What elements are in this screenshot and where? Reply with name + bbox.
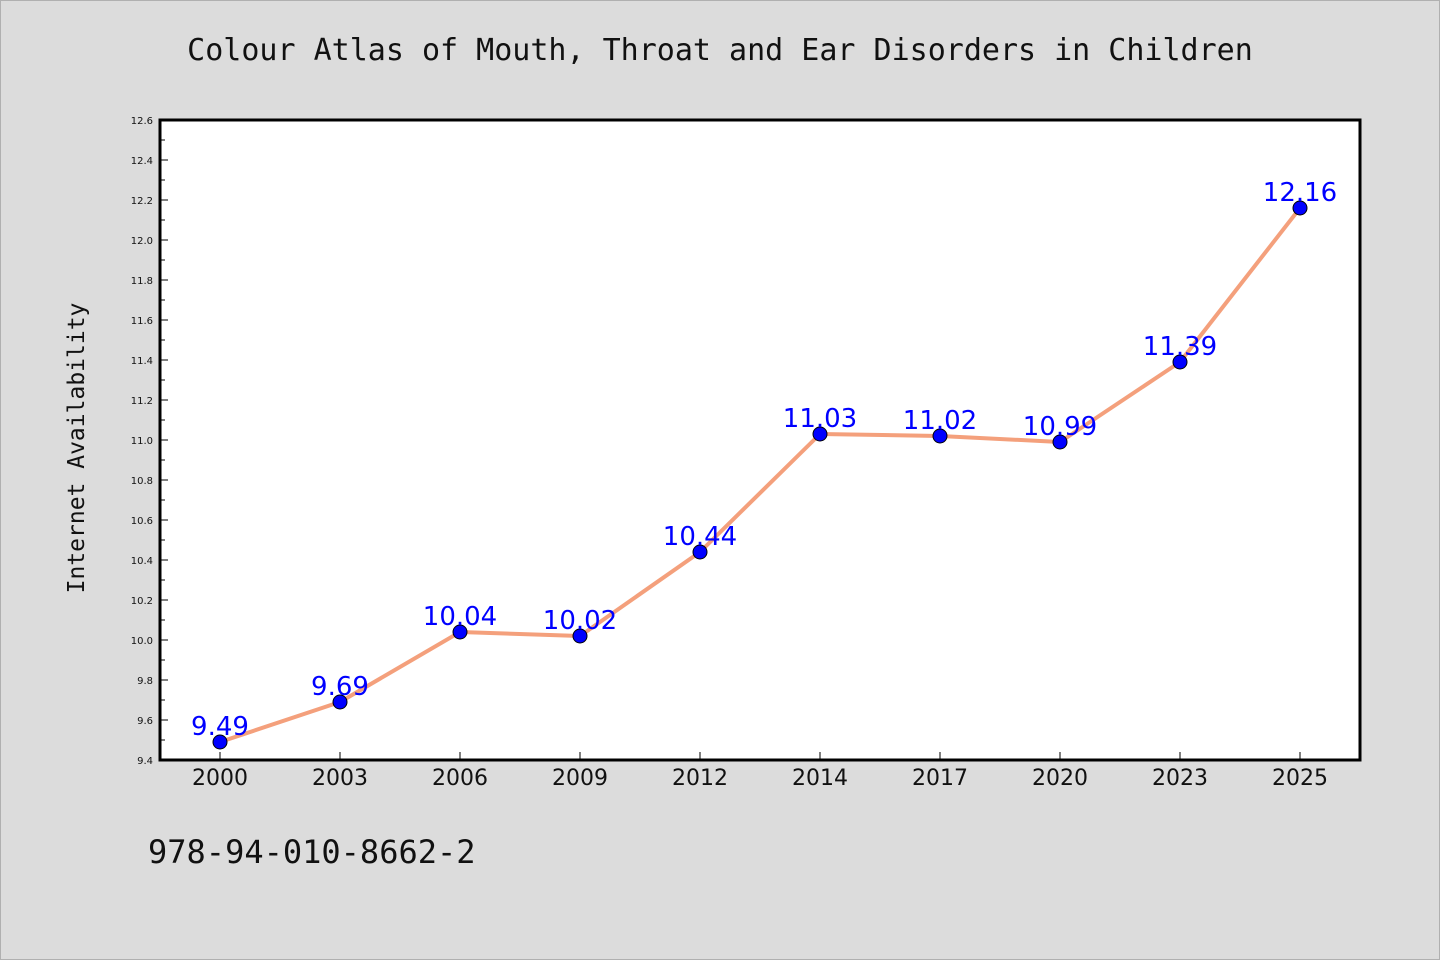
y-tick-label: 10.8 [131, 476, 153, 487]
footer-isbn: 978-94-010-8662-2 [148, 833, 476, 871]
data-point [1172, 354, 1188, 370]
data-point [572, 628, 588, 644]
data-label: 9.49 [191, 712, 249, 742]
data-points [212, 200, 1308, 750]
y-tick-label: 10.2 [131, 596, 153, 607]
data-label: 10.99 [1023, 412, 1097, 442]
y-tick-label: 10.0 [131, 636, 153, 647]
series-line [218, 206, 1302, 744]
data-point [452, 624, 468, 640]
x-tick-label: 2006 [432, 766, 488, 791]
x-tick-label: 2012 [672, 766, 728, 791]
y-tick-label: 12.4 [131, 156, 153, 167]
data-label: 10.04 [423, 602, 497, 632]
data-label: 11.03 [783, 404, 857, 434]
x-tick-label: 2014 [792, 766, 848, 791]
y-axis-label: Internet Availability [64, 303, 90, 594]
y-tick-label: 12.6 [131, 116, 153, 127]
y-tick-label: 10.6 [131, 516, 153, 527]
x-tick-label: 2009 [552, 766, 608, 791]
data-point [332, 694, 348, 710]
y-tick-label: 11.2 [131, 396, 153, 407]
data-label: 9.69 [311, 672, 369, 702]
y-tick-label: 11.4 [131, 356, 153, 367]
y-tick-label: 12.2 [131, 196, 153, 207]
y-tick-label: 12.0 [131, 236, 153, 247]
y-tick-label: 11.6 [131, 316, 153, 327]
data-point [692, 544, 708, 560]
data-point [932, 428, 948, 444]
y-tick-label: 11.0 [131, 436, 153, 447]
data-label: 12.16 [1263, 178, 1337, 208]
data-label: 11.02 [903, 406, 977, 436]
x-tick-label: 2017 [912, 766, 968, 791]
y-axis: 9.4 9.6 9.8 10.0 10.2 10.4 10.6 10.8 11.0 11.2 11.… [131, 116, 168, 767]
y-tick-label: 9.4 [137, 756, 153, 767]
data-point [1292, 200, 1308, 216]
data-label: 10.44 [663, 522, 737, 552]
y-tick-label: 10.4 [131, 556, 153, 567]
data-label: 10.02 [543, 606, 617, 636]
y-tick-label: 9.8 [137, 676, 153, 687]
x-tick-label: 2020 [1032, 766, 1088, 791]
data-labels: 9.49 9.69 10.04 10.02 10.44 11.03 11.02 10.99 11… [191, 178, 1337, 742]
y-tick-label: 11.8 [131, 276, 153, 287]
data-point [1052, 434, 1068, 450]
x-axis: 2000 2003 2006 2009 2012 2014 2017 2020 2023 2025 [192, 752, 1328, 791]
chart-title: Colour Atlas of Mouth, Throat and Ear Di… [187, 33, 1253, 68]
x-tick-label: 2000 [192, 766, 248, 791]
x-tick-label: 2003 [312, 766, 368, 791]
data-label: 11.39 [1143, 332, 1217, 362]
data-point [212, 734, 228, 750]
x-tick-label: 2023 [1152, 766, 1208, 791]
x-tick-label: 2025 [1272, 766, 1328, 791]
y-tick-label: 9.6 [137, 716, 153, 727]
plot-area [158, 118, 1362, 762]
data-point [812, 426, 828, 442]
